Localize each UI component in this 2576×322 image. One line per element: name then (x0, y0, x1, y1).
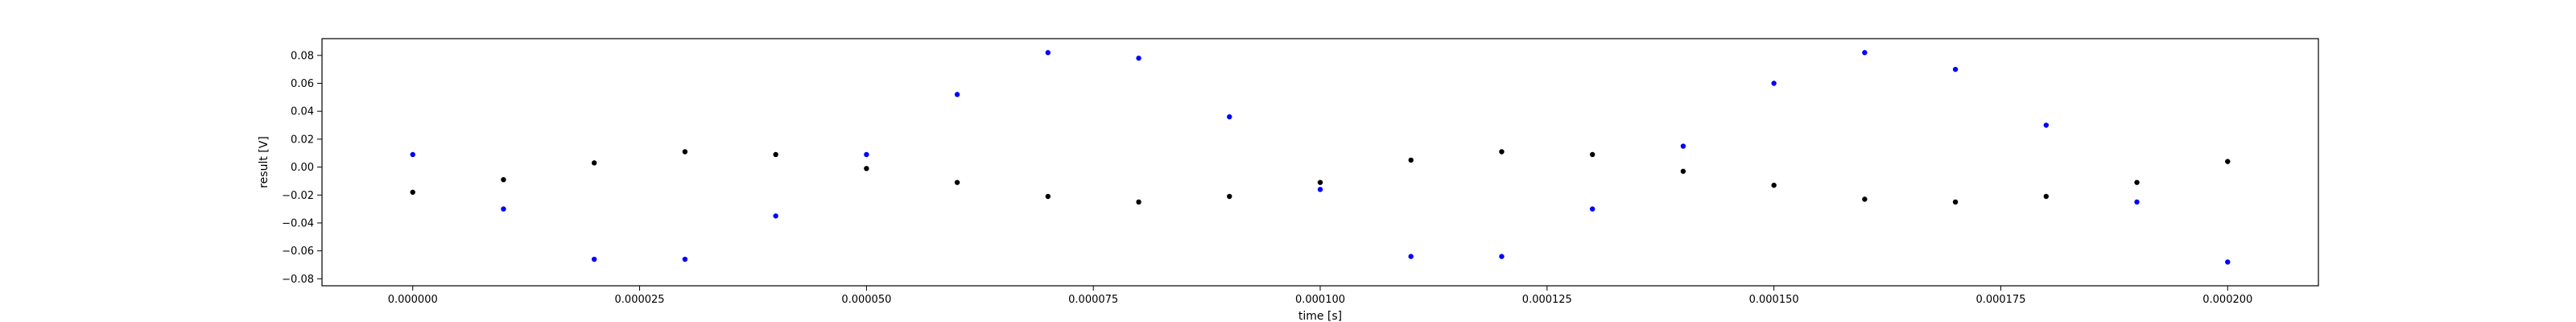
x-tick-label: 0.000200 (2202, 294, 2252, 306)
data-point (864, 166, 869, 171)
data-point (773, 151, 778, 158)
data-point (501, 176, 506, 183)
data-point (410, 189, 415, 195)
data-point (1408, 157, 1414, 163)
x-tick-label: 0.000175 (1975, 294, 2025, 306)
y-tick-label: 0.04 (291, 106, 314, 118)
data-point (682, 149, 688, 155)
y-axis-label: result [V] (258, 136, 270, 188)
data-point (2043, 122, 2050, 128)
x-tick-label: 0.000100 (1295, 294, 1345, 306)
data-point (773, 213, 778, 219)
data-point (591, 256, 597, 262)
y-tick-label: −0.08 (282, 274, 314, 286)
data-point (2043, 193, 2050, 200)
x-tick-label: 0.000075 (1068, 294, 1118, 306)
y-tick-label: 0.00 (291, 162, 314, 174)
x-tick-label: 0.000025 (615, 294, 665, 306)
data-point (501, 206, 506, 212)
data-point (1136, 199, 1141, 205)
plot-frame (321, 38, 2319, 287)
data-point (1862, 196, 1868, 202)
x-tick-label: 0.000050 (841, 294, 891, 306)
data-point (682, 256, 688, 262)
x-axis-ticks: 0.000000 0.000025 0.000050 0.000075 0.000100… (388, 286, 2252, 306)
data-point (864, 151, 869, 158)
data-point (954, 180, 960, 185)
x-tick-label: 0.000150 (1749, 294, 1799, 306)
y-tick-label: −0.06 (282, 246, 314, 258)
data-point (1045, 50, 1051, 56)
data-point (591, 160, 597, 166)
data-point (1862, 50, 1868, 56)
data-point (1771, 80, 1777, 86)
data-point (410, 151, 415, 158)
data-point (1408, 254, 1414, 259)
y-axis-ticks: −0.08 −0.06 −0.04 −0.02 0.00 0.02 0.04 0.06 0.08 (282, 50, 322, 286)
y-tick-label: 0.08 (291, 50, 314, 62)
data-point (1589, 206, 1596, 212)
data-point (1317, 187, 1323, 192)
data-point (1317, 180, 1323, 185)
data-point (1227, 114, 1232, 120)
data-point (1045, 193, 1051, 200)
data-point (1589, 151, 1596, 158)
x-tick-label: 0.000125 (1522, 294, 1572, 306)
data-point (1499, 254, 1505, 259)
series-layer (410, 50, 2231, 265)
data-point (2134, 199, 2140, 205)
data-point (2225, 259, 2231, 265)
data-point (1952, 199, 1959, 205)
y-tick-label: 0.06 (291, 78, 314, 90)
data-point (1771, 182, 1777, 188)
data-point (954, 92, 960, 97)
data-point (1227, 193, 1232, 200)
data-point (1499, 149, 1505, 155)
data-point (1680, 143, 1686, 149)
y-tick-label: 0.02 (291, 134, 314, 146)
x-tick-label: 0.000000 (388, 294, 438, 306)
data-point (1952, 66, 1959, 72)
data-point (2225, 159, 2231, 164)
series-1 (410, 50, 2231, 265)
data-point (1136, 56, 1141, 61)
y-tick-label: −0.04 (282, 217, 314, 229)
series-2 (410, 149, 2231, 205)
y-tick-label: −0.02 (282, 190, 314, 202)
data-point (2134, 180, 2140, 185)
x-axis-label: time [s] (1298, 310, 1342, 322)
data-point (1680, 168, 1686, 174)
